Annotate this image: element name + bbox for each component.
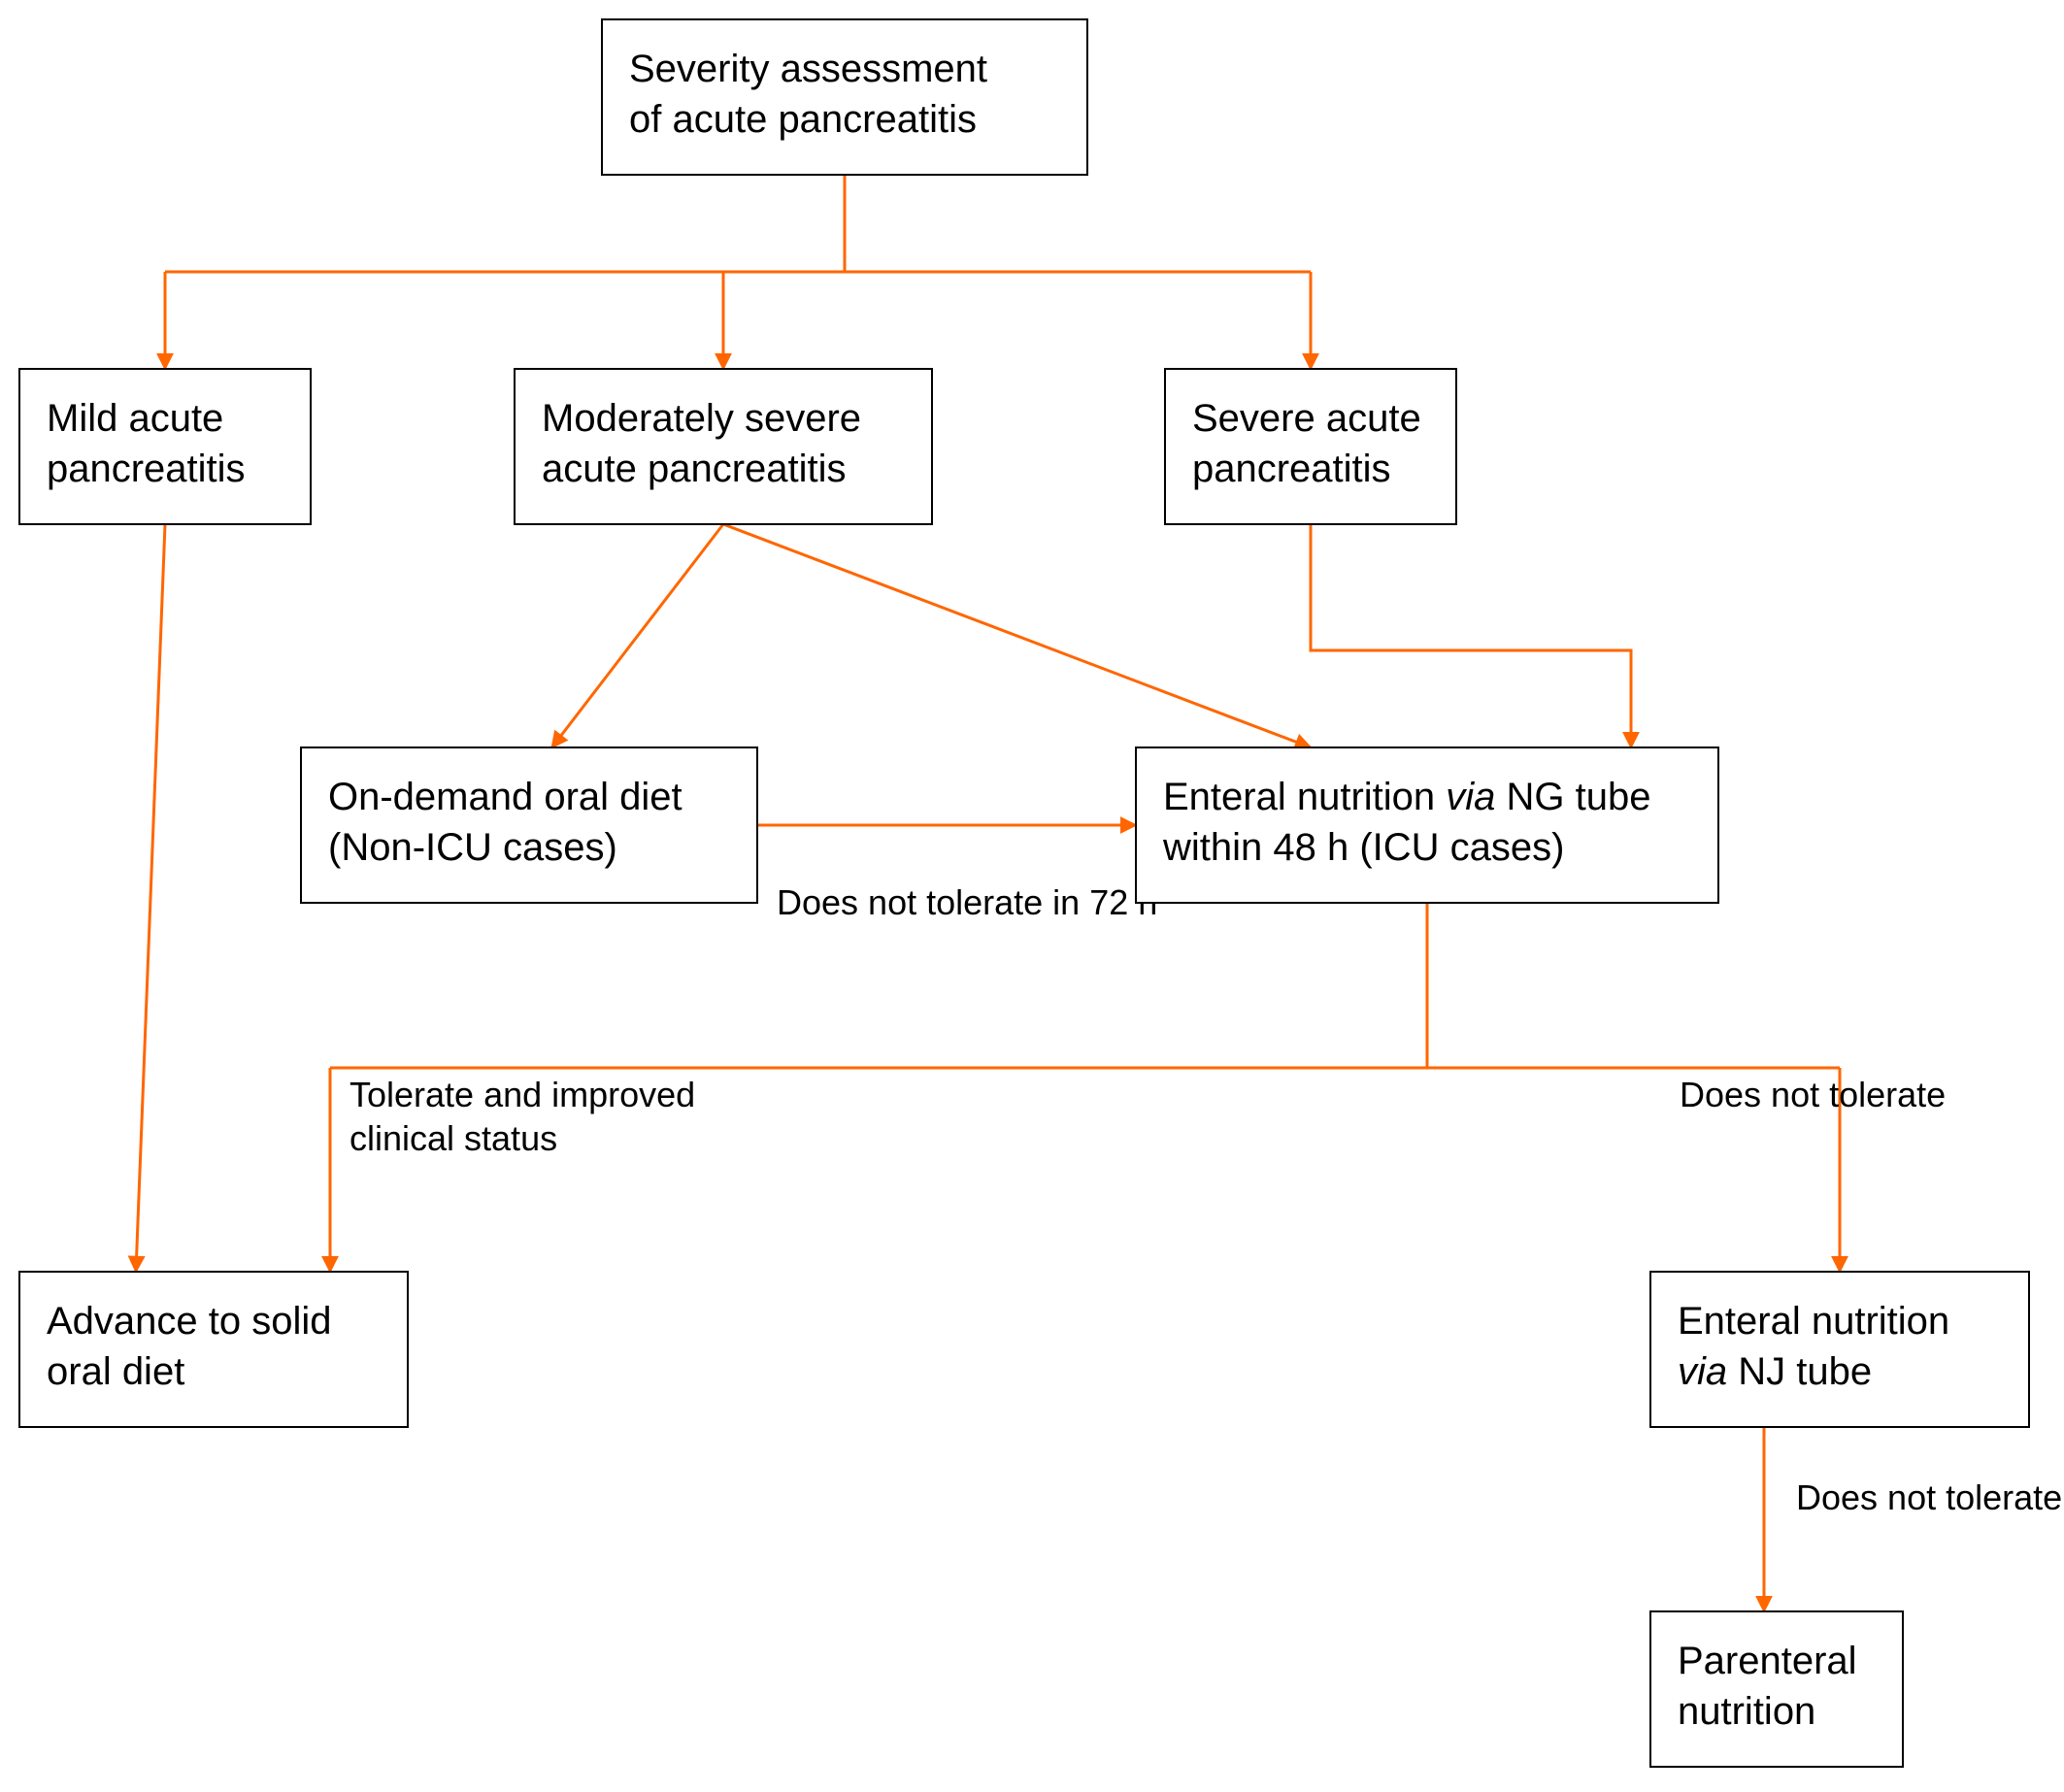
node-text: Enteral nutrition via NG tube [1163,776,1651,818]
node-text: pancreatitis [1192,448,1391,490]
edge-label: Does not tolerate [1796,1477,2062,1517]
flow-arrow [552,524,724,747]
edge-label: Does not tolerate [1680,1075,1946,1114]
node-text: Mild acute [47,397,223,440]
node-root: Severity assessment of acute pancreatitis [602,19,1087,175]
node-nj: Enteral nutrition via NJ tube [1650,1272,2029,1427]
node-text: within 48 h (ICU cases) [1162,826,1564,869]
node-parenteral: Parenteral nutrition [1650,1611,1903,1767]
flow-arrow [1311,524,1631,747]
edge-label: Does not tolerate in 72 h [777,882,1157,922]
node-text: Advance to solid [47,1300,332,1343]
node-text: Severe acute [1192,397,1421,440]
flow-arrow [136,524,165,1272]
edge-label: clinical status [350,1118,557,1158]
node-ng: Enteral nutrition via NG tube within 48 h… [1136,747,1718,903]
node-text: pancreatitis [47,448,246,490]
node-text: Severity assessment [629,48,987,90]
node-text: nutrition [1678,1690,1815,1733]
node-text: Parenteral [1678,1640,1857,1682]
node-text: Enteral nutrition [1678,1300,1949,1343]
node-moderate: Moderately severe acute pancreatitis [515,369,932,524]
node-text: (Non-ICU cases) [328,826,617,869]
node-text: acute pancreatitis [542,448,847,490]
node-text: of acute pancreatitis [629,98,977,141]
node-oral: On-demand oral diet (Non-ICU cases) [301,747,757,903]
node-severe: Severe acute pancreatitis [1165,369,1456,524]
node-advance: Advance to solid oral diet [19,1272,408,1427]
edge-label: Tolerate and improved [350,1075,695,1114]
node-text: oral diet [47,1350,184,1393]
node-text: Moderately severe [542,397,861,440]
node-text: via NJ tube [1678,1350,1872,1393]
node-mild: Mild acute pancreatitis [19,369,311,524]
node-text: On-demand oral diet [328,776,682,818]
flow-arrow [723,524,1311,747]
